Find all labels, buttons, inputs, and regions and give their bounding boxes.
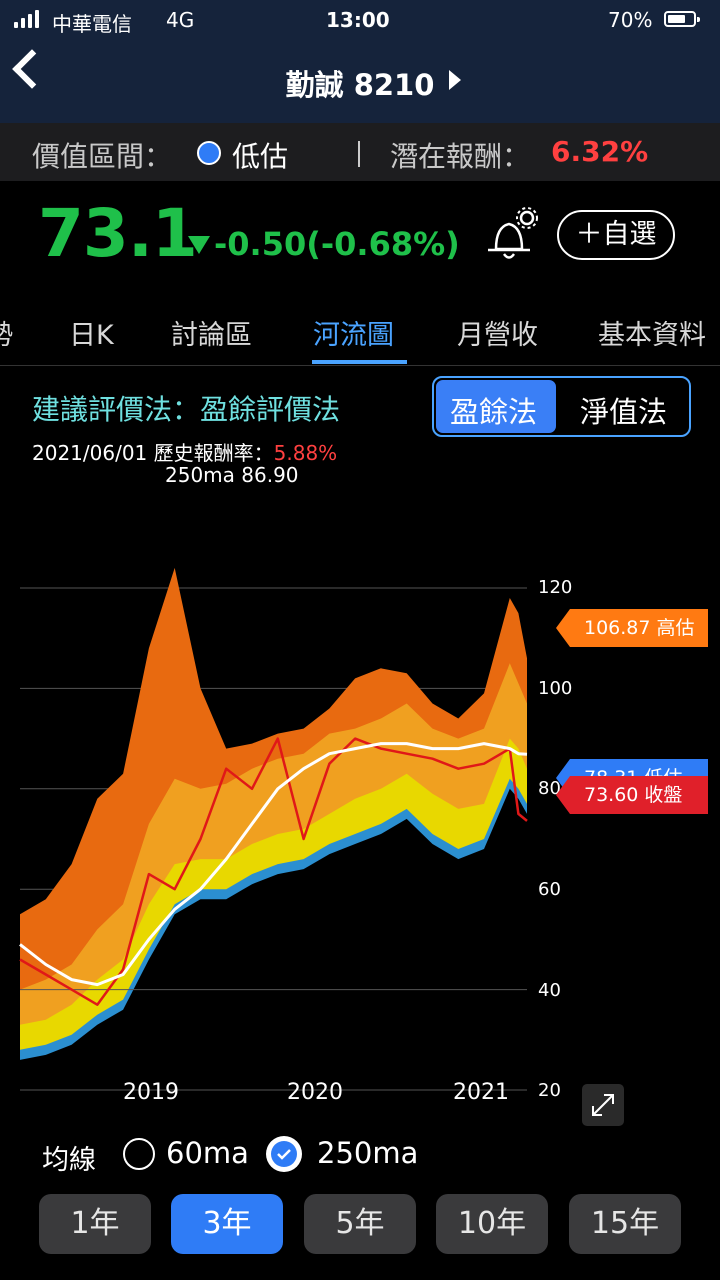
title-arrow-icon[interactable] xyxy=(449,70,461,90)
value-status-dot xyxy=(197,141,221,165)
method-segment xyxy=(432,376,691,437)
network: 4G xyxy=(166,8,195,32)
info-date-return: 2021/06/01 歷史報酬率：5.88% xyxy=(32,437,337,466)
potential-return-value: 6.32% xyxy=(551,135,649,168)
tab-separator xyxy=(0,365,720,366)
check-icon xyxy=(277,1149,291,1160)
close-price-line xyxy=(19,737,528,1006)
y-tick: 40 xyxy=(538,980,561,1001)
clock: 13:00 xyxy=(326,8,390,32)
stock-title[interactable]: 勤誠 8210 xyxy=(285,68,435,102)
radio-60ma[interactable] xyxy=(123,1138,155,1170)
x-tick: 2020 xyxy=(287,1080,343,1105)
segment-active-bg xyxy=(436,380,556,433)
period-10y-button[interactable]: 10年 xyxy=(436,1194,548,1254)
add-watchlist-button[interactable]: ＋自選 xyxy=(557,210,675,260)
x-tick: 2021 xyxy=(453,1080,509,1105)
radio-250ma[interactable] xyxy=(266,1136,302,1172)
label-250ma[interactable]: 250ma xyxy=(317,1136,419,1170)
valuation-method: 建議評價法：盈餘評價法 xyxy=(32,393,341,426)
value-range-bar xyxy=(0,123,720,181)
divider xyxy=(358,141,360,167)
tag-overvalued: 106.87 高估 xyxy=(556,609,708,647)
period-15y-button[interactable]: 15年 xyxy=(569,1194,681,1254)
tab-trend[interactable]: 勢 xyxy=(0,313,13,352)
period-5y-button[interactable]: 5年 xyxy=(304,1194,416,1254)
segment-eps-method[interactable]: 盈餘法 xyxy=(450,395,538,429)
segment-nav-method[interactable]: 淨值法 xyxy=(580,395,668,429)
period-3y-button[interactable]: 3年 xyxy=(171,1194,283,1254)
ma-value: 250ma 86.90 xyxy=(165,463,299,487)
potential-return-label: 潛在報酬： xyxy=(390,140,531,173)
tab-forum[interactable]: 討論區 xyxy=(171,320,252,351)
battery-percent: 70% xyxy=(608,8,653,32)
y-tick: 100 xyxy=(538,678,573,699)
value-range-status: 低估 xyxy=(232,140,289,173)
expand-button[interactable] xyxy=(582,1084,624,1126)
down-arrow-icon xyxy=(188,236,210,254)
ma-label: 均線 xyxy=(42,1145,96,1176)
price-change: -0.50(-0.68%) xyxy=(214,225,460,263)
battery-icon xyxy=(664,11,700,27)
y-tick: 60 xyxy=(538,879,561,900)
value-range-label: 價值區間： xyxy=(32,140,173,173)
top-bar xyxy=(0,0,720,123)
return-label: 歷史報酬率： xyxy=(153,441,274,465)
x-tick: 2019 xyxy=(123,1080,179,1105)
y-tick: 20 xyxy=(538,1080,561,1101)
tab-basic-info[interactable]: 基本資料 xyxy=(598,320,706,351)
river-chart[interactable] xyxy=(0,560,720,1100)
ma250-line xyxy=(19,742,528,987)
bell-gear-icon[interactable] xyxy=(482,205,540,265)
signal-icon xyxy=(14,10,42,28)
carrier: 中華電信 xyxy=(52,12,132,36)
label-60ma[interactable]: 60ma xyxy=(166,1136,249,1170)
price: 73.1 xyxy=(38,195,198,272)
tab-monthly-revenue[interactable]: 月營收 xyxy=(457,320,538,351)
info-date: 2021/06/01 xyxy=(32,441,148,465)
return-value: 5.88% xyxy=(273,441,338,465)
tag-close: 73.60 收盤 xyxy=(556,776,708,814)
river-floor xyxy=(20,788,527,1100)
expand-icon xyxy=(592,1094,614,1116)
period-1y-button[interactable]: 1年 xyxy=(39,1194,151,1254)
tab-daily-k[interactable]: 日K xyxy=(69,320,114,351)
y-tick: 120 xyxy=(538,577,573,598)
tab-river-chart[interactable]: 河流圖 xyxy=(313,320,394,351)
tab-underline xyxy=(312,360,407,364)
y-tick: 80 xyxy=(538,778,561,799)
